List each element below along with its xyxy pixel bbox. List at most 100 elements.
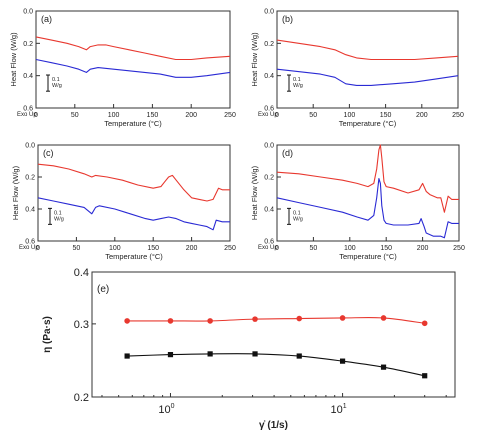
panel-label: (e) [97, 284, 109, 295]
x-tick-label: 150 [147, 112, 159, 119]
data-point [124, 353, 130, 359]
plot-frame [276, 144, 460, 242]
panel-label: (a) [41, 14, 52, 24]
x-tick-label: 100 [108, 112, 120, 119]
y-tick-label: 0.6 [264, 239, 274, 246]
y-tick-label: 0.4 [264, 207, 274, 214]
x-axis-title: Temperature (°C) [104, 119, 162, 128]
x-tick-label: 150 [380, 112, 392, 119]
scale-bar-label: W/g [293, 216, 303, 222]
x-tick-label: 50 [310, 245, 318, 252]
panel-label: (c) [43, 148, 54, 158]
panel-label: (b) [282, 14, 293, 24]
exo-up-label: Exo Up [258, 245, 278, 251]
x-tick-label: 0 [34, 112, 38, 119]
data-point [296, 353, 302, 359]
x-tick-label: 200 [185, 112, 197, 119]
x-tick-label: 50 [71, 112, 79, 119]
y-tick-label: 0.2 [264, 175, 274, 182]
data-point [380, 315, 387, 321]
x-axis-title: Temperature (°C) [339, 252, 397, 261]
y-tick-label: 0.4 [74, 267, 89, 279]
exo-up-label: Exo Up [17, 112, 37, 118]
x-tick-label: 100 [158, 403, 174, 416]
y-tick-label: 0.6 [264, 106, 274, 113]
x-tick-label: 50 [73, 245, 81, 252]
series-line-1 [37, 163, 230, 202]
series-line-1 [127, 317, 425, 324]
series-line-1 [276, 144, 459, 213]
x-tick-label: 100 [109, 245, 121, 252]
scale-bar-label: 0.1 [293, 210, 301, 216]
y-axis-title: Heat Flow (W/g) [9, 32, 18, 87]
y-tick-label: 0.0 [25, 143, 35, 150]
x-tick-label: 50 [309, 112, 317, 119]
y-axis-title: Heat Flow (W/g) [250, 165, 259, 220]
scale-bar-label: W/g [293, 83, 303, 89]
data-point [422, 373, 428, 379]
x-axis-title: Temperature (°C) [105, 252, 163, 261]
y-tick-label: 0.6 [23, 106, 33, 113]
x-tick-label: 150 [380, 245, 392, 252]
scale-bar-label: W/g [54, 216, 64, 222]
scale-bar-label: 0.1 [52, 77, 60, 83]
scale-bar-label: W/g [52, 83, 62, 89]
exo-up-label: Exo Up [258, 112, 278, 118]
y-tick-label: 0.4 [25, 207, 35, 214]
chart-panel-2: (b) 0 50 100 150 200 250 0.0 0.2 0.4 0.6 Temperatur… [250, 9, 464, 129]
x-tick-label: 100 [344, 245, 356, 252]
x-axis-title: γ̇ (1/s) [259, 420, 288, 431]
y-axis-title: Heat Flow (W/g) [11, 165, 20, 220]
data-point [252, 351, 258, 357]
series-line-2 [37, 197, 230, 231]
x-tick-label: 250 [224, 112, 236, 119]
x-tick-label: 200 [416, 112, 428, 119]
series-line-2 [127, 353, 425, 377]
y-tick-label: 0.0 [23, 9, 33, 16]
x-tick-label: 0 [275, 112, 279, 119]
y-tick-label: 0.0 [264, 143, 274, 150]
data-point [421, 320, 428, 327]
data-point [380, 364, 387, 370]
x-tick-label: 0 [275, 245, 279, 252]
x-tick-label: 250 [452, 112, 464, 119]
x-tick-label: 150 [147, 245, 159, 252]
y-tick-label: 0.2 [23, 41, 33, 48]
data-point [207, 351, 213, 357]
panel-label: (d) [282, 148, 293, 158]
y-axis-title: η (Pa·s) [42, 316, 53, 353]
y-tick-label: 0.2 [264, 41, 274, 48]
data-point [167, 318, 174, 324]
y-tick-label: 0.2 [74, 392, 89, 404]
scale-bar-label: 0.1 [293, 77, 301, 83]
data-point [339, 315, 346, 321]
y-tick-label: 0.4 [264, 73, 274, 80]
x-tick-label: 250 [453, 245, 465, 252]
exo-up-label: Exo Up [19, 245, 39, 251]
chart-panel-4: (d) 0 50 100 150 200 250 0.0 0.2 0.4 0.6 Temperatur… [250, 143, 465, 262]
series-line-2 [35, 58, 231, 78]
x-tick-label: 200 [186, 245, 198, 252]
x-tick-label: 101 [330, 403, 346, 416]
plot-frame [37, 144, 231, 242]
series-line-1 [276, 39, 459, 61]
data-point [167, 352, 174, 358]
series-line-2 [276, 178, 459, 239]
y-tick-label: 0.4 [23, 73, 33, 80]
series-line-2 [276, 68, 459, 86]
data-point [124, 318, 130, 324]
chart-panel-1: (a) 0 50 100 150 200 250 0.0 0.2 0.4 0.6 Temperatur… [9, 9, 236, 129]
plot-frame [276, 10, 459, 109]
x-tick-label: 0 [36, 245, 40, 252]
y-tick-label: 0.3 [74, 319, 89, 331]
y-tick-label: 0.0 [264, 9, 274, 16]
scale-bar-label: 0.1 [54, 210, 62, 216]
chart-panel-3: (c) 0 50 100 150 200 250 0.0 0.2 0.4 0.6 Temperatur… [11, 143, 236, 262]
x-axis-title: Temperature (°C) [339, 119, 397, 128]
plot-frame [35, 10, 231, 109]
y-tick-label: 0.6 [25, 239, 35, 246]
data-point [207, 318, 213, 324]
x-tick-label: 250 [224, 245, 236, 252]
x-tick-label: 100 [344, 112, 356, 119]
